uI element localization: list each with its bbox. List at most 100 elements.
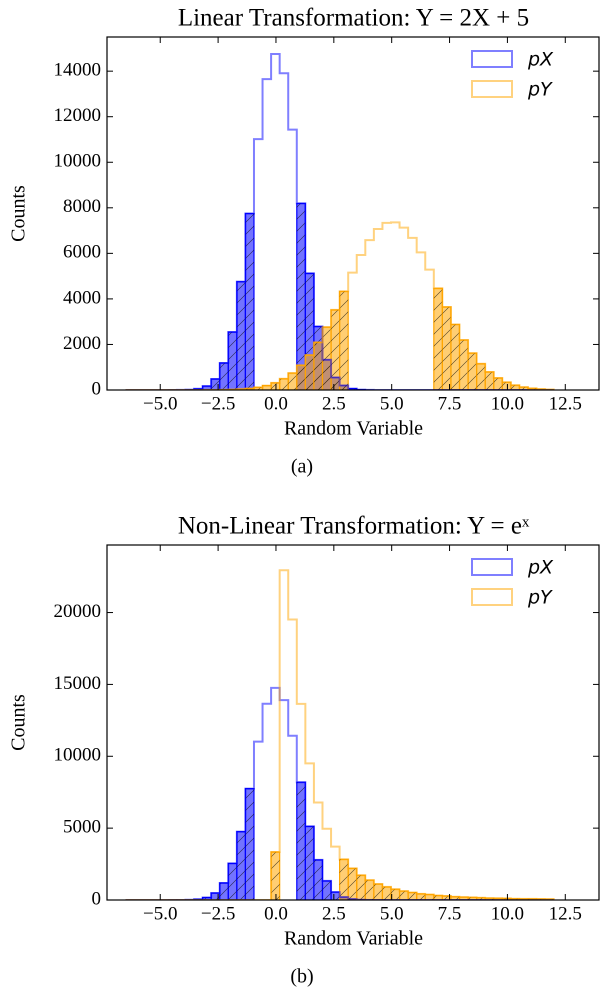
x-axis-label: Random Variable [284,928,423,950]
hatch [305,355,314,390]
y-tick-label: 2000 [63,333,101,354]
caption: (b) [290,966,313,988]
hatch [331,309,340,390]
y-tick-label: 0 [92,378,102,399]
hatch [322,327,332,390]
bin [288,130,297,390]
bin [288,619,297,900]
legend-label: pY [527,79,553,101]
y-tick-label: 5000 [63,816,101,837]
x-tick-label: 10.0 [491,393,524,414]
hatch [331,892,340,900]
hatch [382,886,391,900]
bin [280,700,289,900]
hatch [202,386,212,390]
x-tick-label: 2.5 [322,903,346,924]
hatch [322,880,332,900]
y-tick-label: 6000 [63,242,101,263]
hatch [253,387,263,390]
legend-label: pX [527,557,554,579]
x-tick-label: 12.5 [549,393,582,414]
hatch [433,288,443,390]
hatch [228,332,237,390]
bin [288,736,297,900]
hatch [313,859,323,900]
y-tick-label: 4000 [63,287,101,308]
y-tick-label: 0 [92,888,102,909]
hatch [236,831,246,900]
y-tick-label: 10000 [54,151,102,172]
legend-label: pY [527,587,553,609]
bin [365,240,374,390]
hatch [408,892,417,900]
x-tick-label: 0.0 [264,393,288,414]
hatch [365,880,374,900]
hatch [485,371,494,390]
hatch [228,863,237,900]
bin [391,222,400,390]
y-tick-label: 12000 [54,105,102,126]
bin [280,570,289,900]
hatch [211,893,220,900]
hatch [502,382,511,390]
legend-swatch [471,80,513,98]
y-tick-label: 14000 [54,60,102,81]
hatch [442,306,451,390]
hatch [450,324,460,390]
hatch [493,377,503,390]
bin [382,223,391,390]
legend-label: pX [527,49,554,71]
plot-area [125,52,555,390]
y-axis-label: Counts [8,185,30,242]
legend-swatch [471,588,513,606]
step-outline [125,569,555,900]
y-tick-label: 10000 [54,745,102,766]
bin [400,228,409,390]
hatch [296,365,306,390]
x-tick-label: 7.5 [438,903,462,924]
hatch [390,889,400,900]
x-tick-label: 12.5 [549,903,582,924]
hatch [271,382,280,390]
hatch [305,826,314,900]
bin [263,704,272,900]
chart: −5.0 −2.5 0.0 2.5 5.0 7.5 10.0 12.5 0 5000 10000 15… [8,513,600,988]
hatch [245,788,254,900]
axes-frame [106,36,600,391]
hatch [339,859,349,900]
x-tick-label: 0.0 [264,903,288,924]
hatch [211,379,220,390]
hatch [416,893,426,900]
hatch [459,897,469,900]
hatch [288,373,297,390]
hatch [296,782,306,900]
hatch [348,868,357,900]
hatch [468,897,477,900]
step-outline [125,52,554,390]
x-tick-label: 7.5 [438,393,462,414]
hatch [313,342,323,390]
chart-title: Non-Linear Transformation: Y = eˣ [178,513,530,540]
hatch [279,378,289,390]
y-tick-label: 20000 [54,601,102,622]
hatch [476,897,486,900]
x-tick-label: −5.0 [143,393,177,414]
hatch [245,213,254,390]
x-tick-label: −2.5 [201,393,235,414]
chart-title: Linear Transformation: Y = 2X + 5 [178,5,529,32]
x-tick-label: 5.0 [380,903,404,924]
axes-frame [106,544,600,901]
x-tick-label: 2.5 [322,393,346,414]
hatch [373,884,383,900]
y-tick-label: 15000 [54,673,102,694]
hatch [271,851,280,900]
hatch [442,895,451,900]
hatch [356,875,366,900]
hatch [510,385,520,390]
caption: (a) [291,456,313,478]
hatch [262,385,272,390]
bin [271,54,280,390]
legend-swatch [471,50,513,68]
hatch [519,387,529,390]
hatch [219,882,229,900]
